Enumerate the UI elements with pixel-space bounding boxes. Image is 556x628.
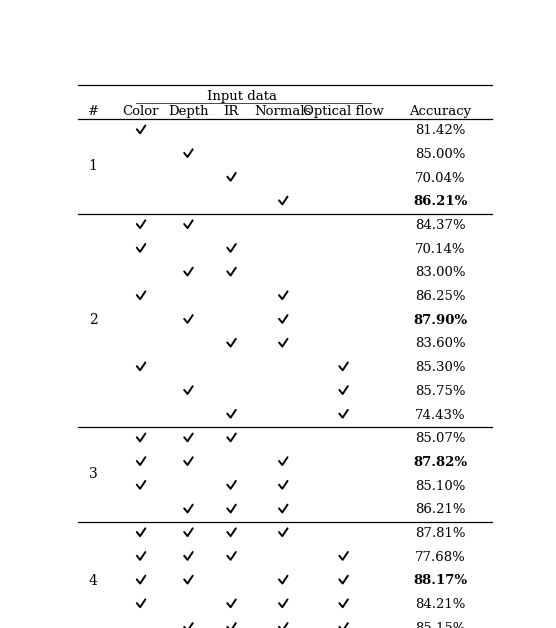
Text: 83.60%: 83.60% xyxy=(415,337,465,350)
Text: IR: IR xyxy=(224,105,239,118)
Text: Depth: Depth xyxy=(168,105,208,118)
Text: 85.75%: 85.75% xyxy=(415,385,465,398)
Text: 87.82%: 87.82% xyxy=(413,456,467,469)
Text: 85.00%: 85.00% xyxy=(415,148,465,161)
Text: 70.04%: 70.04% xyxy=(415,171,465,185)
Text: 85.15%: 85.15% xyxy=(415,622,465,628)
Text: 85.07%: 85.07% xyxy=(415,432,465,445)
Text: 86.21%: 86.21% xyxy=(413,195,467,208)
Text: 84.21%: 84.21% xyxy=(415,598,465,611)
Text: 84.37%: 84.37% xyxy=(415,219,465,232)
Text: 85.10%: 85.10% xyxy=(415,480,465,492)
Text: Accuracy: Accuracy xyxy=(409,105,471,118)
Text: Color: Color xyxy=(122,105,159,118)
Text: 85.30%: 85.30% xyxy=(415,361,465,374)
Text: Optical flow: Optical flow xyxy=(302,105,384,118)
Text: 87.90%: 87.90% xyxy=(413,314,467,327)
Text: 2: 2 xyxy=(89,313,97,327)
Text: 1: 1 xyxy=(89,160,98,173)
Text: 88.17%: 88.17% xyxy=(413,575,467,587)
Text: 74.43%: 74.43% xyxy=(415,409,465,421)
Text: 87.81%: 87.81% xyxy=(415,527,465,540)
Text: 83.00%: 83.00% xyxy=(415,266,465,279)
Text: #: # xyxy=(88,105,99,118)
Text: Normals: Normals xyxy=(254,105,311,118)
Text: 3: 3 xyxy=(89,467,97,481)
Text: Input data: Input data xyxy=(207,90,277,102)
Text: 4: 4 xyxy=(89,574,98,588)
Text: 81.42%: 81.42% xyxy=(415,124,465,138)
Text: 77.68%: 77.68% xyxy=(415,551,465,564)
Text: 70.14%: 70.14% xyxy=(415,242,465,256)
Text: 86.21%: 86.21% xyxy=(415,503,465,516)
Text: 86.25%: 86.25% xyxy=(415,290,465,303)
